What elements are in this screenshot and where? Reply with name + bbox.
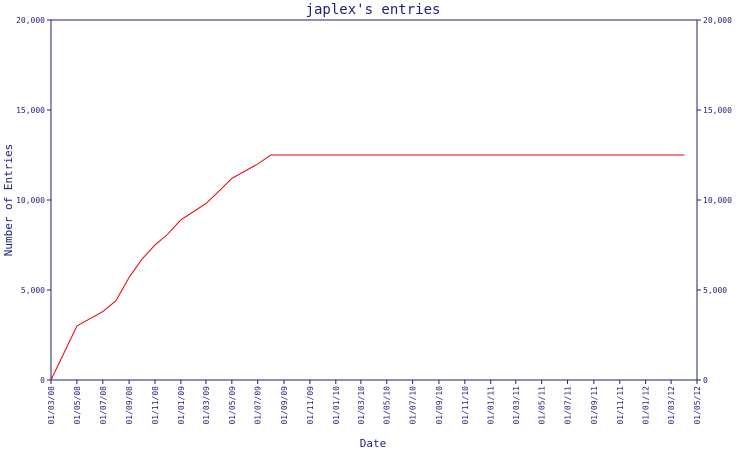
y-tick-label-left: 15,000 [16, 106, 45, 115]
y-tick-label-left: 0 [40, 376, 45, 385]
x-tick-label: 01/11/08 [151, 386, 160, 425]
x-tick-label: 01/05/10 [383, 386, 392, 425]
y-tick-label-right: 5,000 [703, 286, 727, 295]
x-tick-label: 01/05/08 [73, 386, 82, 425]
x-tick-label: 01/05/12 [693, 386, 702, 425]
x-tick-label: 01/03/10 [357, 386, 366, 425]
y-tick-label-right: 15,000 [703, 106, 732, 115]
series-group [50, 154, 685, 381]
chart-title: japlex's entries [306, 2, 441, 18]
x-tick-label: 01/01/11 [487, 386, 496, 425]
x-tick-label: 01/01/12 [642, 386, 651, 425]
y-tick-label-right: 0 [703, 376, 708, 385]
x-axis: 01/03/08 01/05/08 01/07/08 01/09/08 01/11/08… [47, 380, 702, 425]
x-tick-label: 01/07/09 [254, 386, 263, 425]
y-axis-left: 0 5,000 10,000 15,000 20,000 [16, 16, 51, 385]
x-tick-label: 01/03/08 [47, 386, 56, 425]
y-tick-label-right: 20,000 [703, 16, 732, 25]
y-tick-label-left: 20,000 [16, 16, 45, 25]
x-tick-label: 01/09/10 [435, 386, 444, 425]
x-tick-label: 01/03/09 [202, 386, 211, 425]
y-tick-label-right: 10,000 [703, 196, 732, 205]
x-tick-label: 01/07/10 [409, 386, 418, 425]
x-tick-label: 01/03/12 [667, 386, 676, 425]
x-tick-label: 01/05/09 [228, 386, 237, 425]
x-tick-label: 01/11/09 [306, 386, 315, 425]
x-tick-label: 01/03/11 [512, 386, 521, 425]
x-tick-label: 01/07/11 [564, 386, 573, 425]
x-tick-label: 01/07/08 [99, 386, 108, 425]
x-axis-title: Date [360, 437, 387, 450]
x-tick-label: 01/09/09 [280, 386, 289, 425]
x-tick-label: 01/05/11 [538, 386, 547, 425]
x-tick-label: 01/01/09 [177, 386, 186, 425]
plot-border [50, 19, 698, 381]
y-axis-title: Number of Entries [2, 144, 15, 257]
y-axis-right: 0 5,000 10,000 15,000 20,000 [697, 16, 732, 385]
plot-area [50, 19, 698, 381]
x-tick-label: 01/11/10 [461, 386, 470, 425]
y-tick-label-left: 10,000 [16, 196, 45, 205]
x-tick-label: 01/09/08 [125, 386, 134, 425]
x-tick-label: 01/09/11 [590, 386, 599, 425]
entries-series-line [50, 154, 685, 381]
x-tick-label: 01/01/10 [332, 386, 341, 425]
y-tick-label-left: 5,000 [21, 286, 45, 295]
x-tick-label: 01/11/11 [616, 386, 625, 425]
